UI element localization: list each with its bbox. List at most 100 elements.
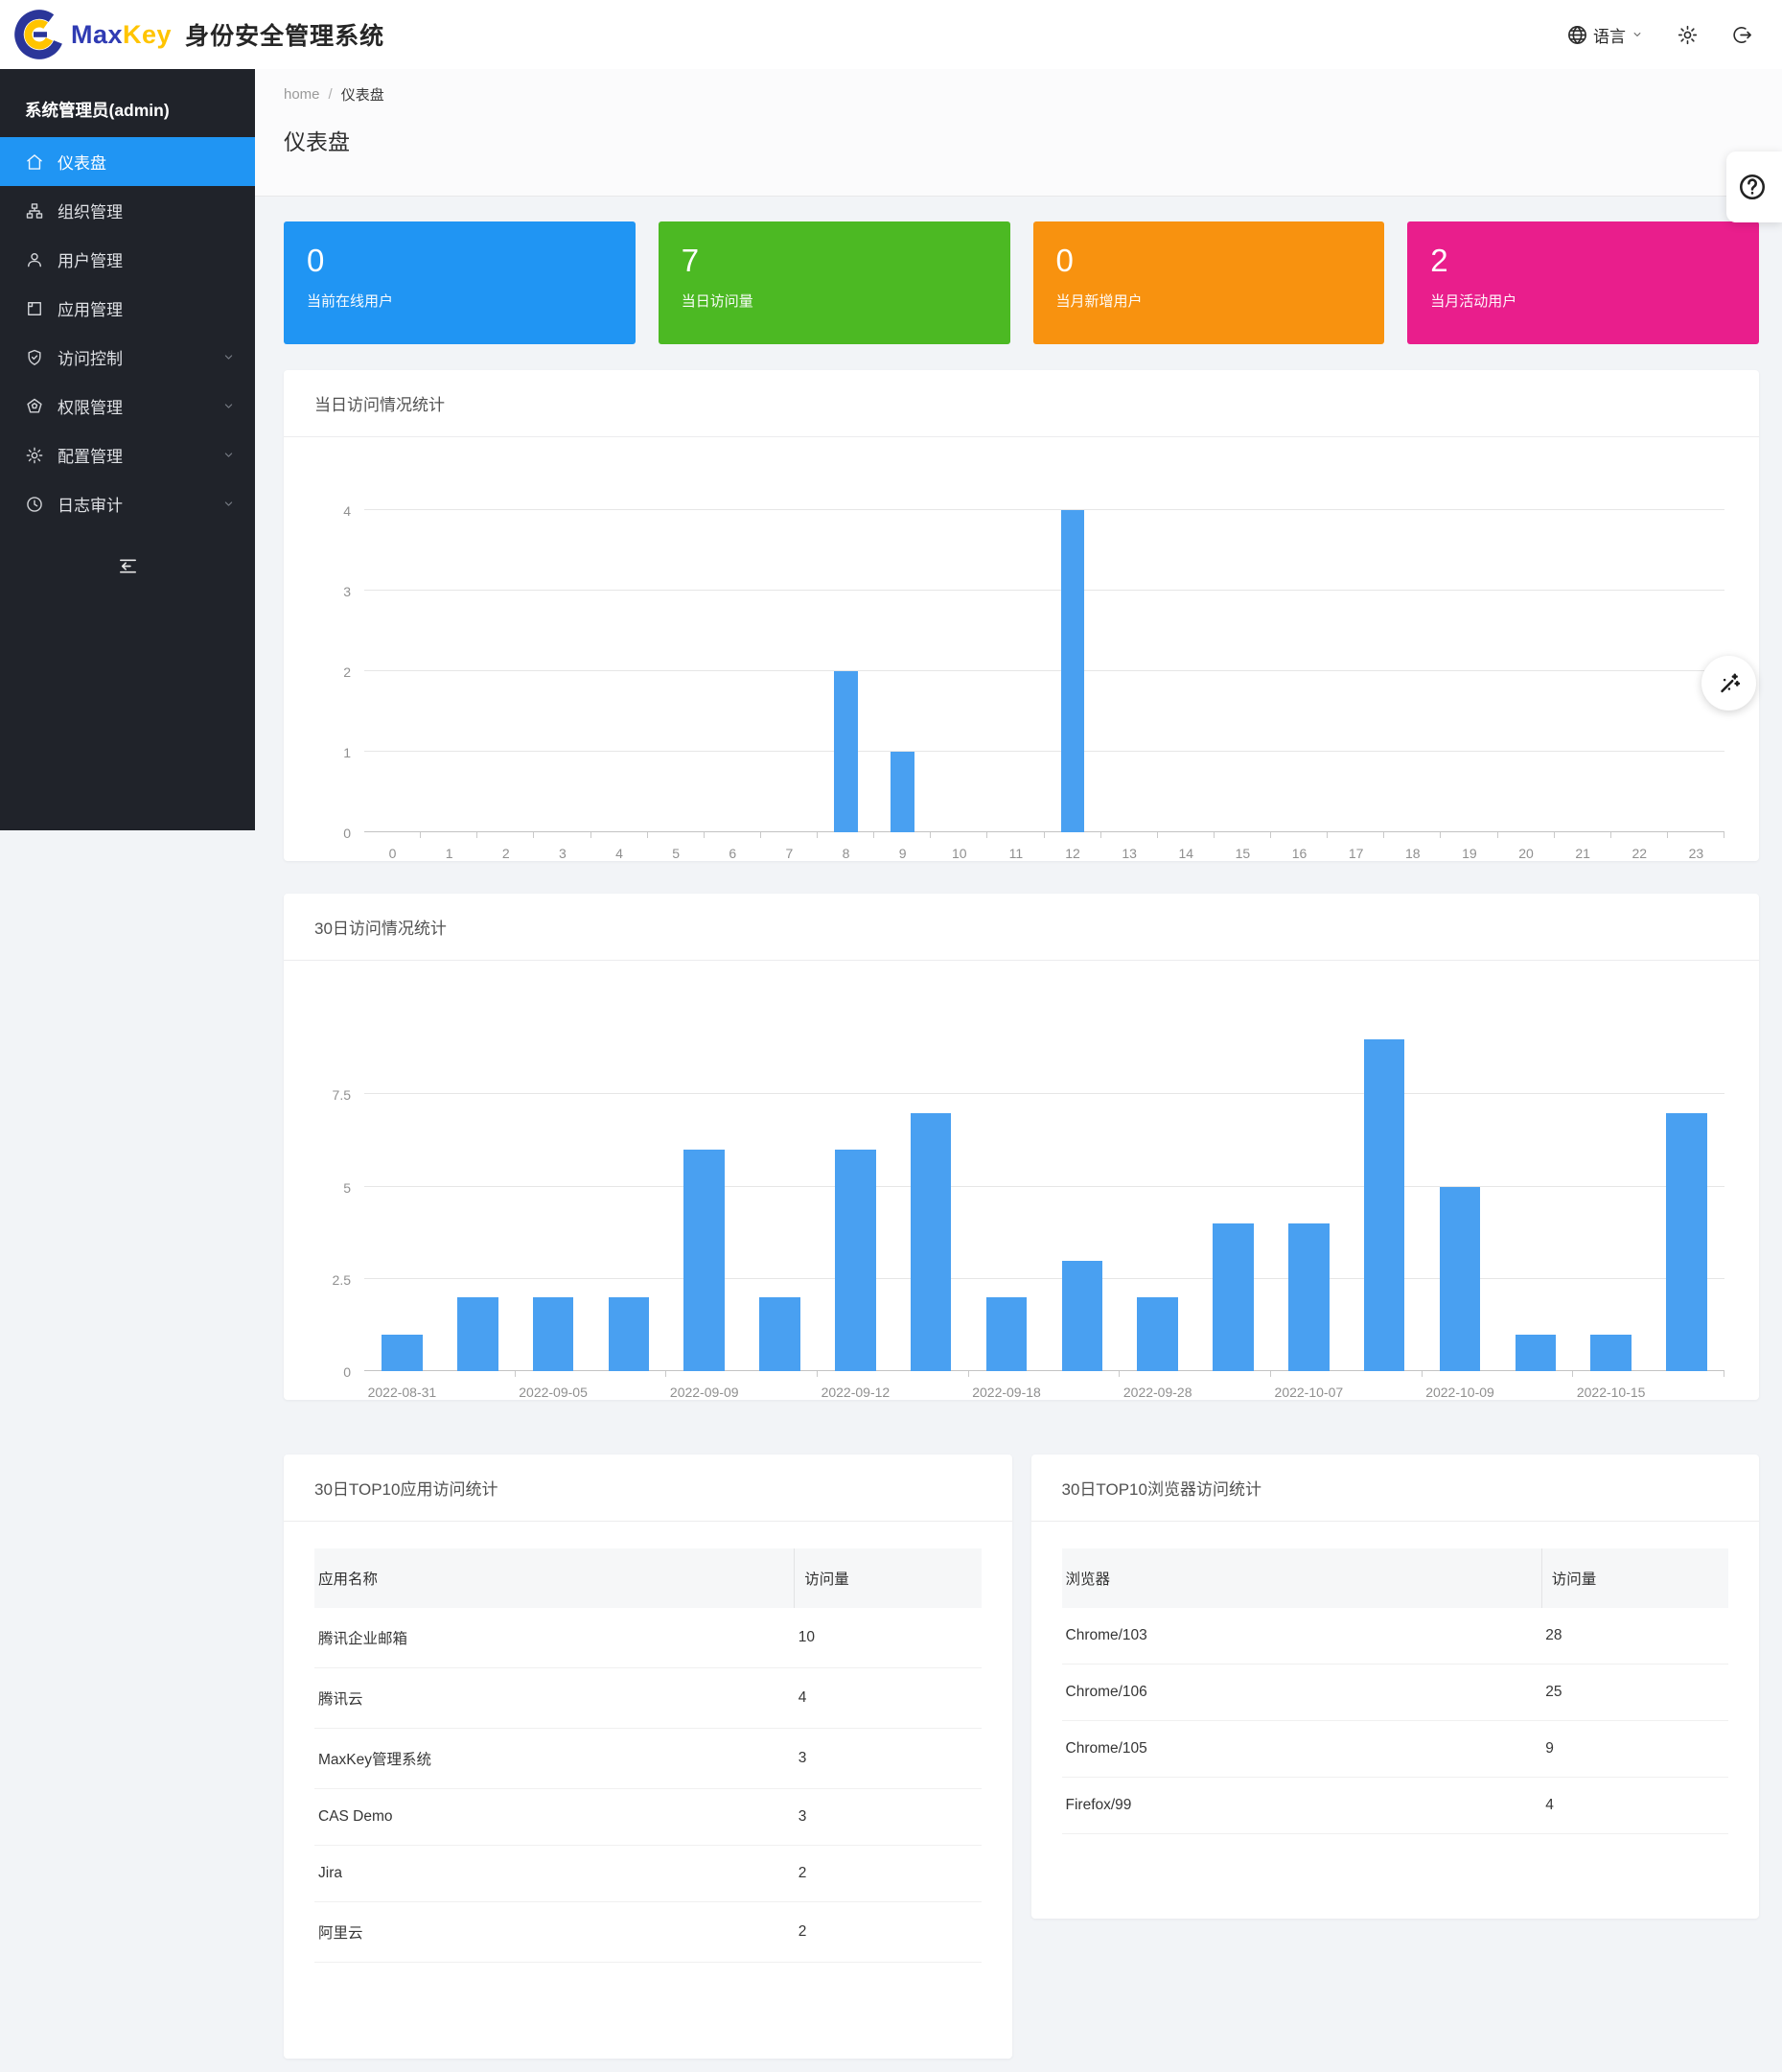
- sidebar-item-shield[interactable]: 访问控制: [0, 333, 255, 382]
- x-axis-tick: [892, 1371, 969, 1377]
- x-axis-label: 2022-10-15: [1576, 1385, 1646, 1400]
- outdent-icon: [119, 558, 136, 573]
- table-row: 阿里云 2: [314, 1901, 982, 1963]
- x-axis-tick: [1423, 1371, 1497, 1377]
- x-axis-tick: [1498, 832, 1555, 838]
- table-cell: 4: [794, 1667, 982, 1729]
- x-axis-label: 6: [729, 846, 737, 861]
- bar-slot: [364, 988, 440, 1371]
- x-axis-label: 8: [842, 846, 850, 861]
- column-header: 应用名称: [318, 1571, 379, 1588]
- x-axis-tick: [590, 1371, 667, 1377]
- sidebar-item-home[interactable]: 仪表盘: [0, 137, 255, 186]
- help-button[interactable]: [1726, 151, 1782, 222]
- x-axis-tick: [1497, 1371, 1574, 1377]
- x-axis-label: 3: [559, 846, 567, 861]
- logout-icon[interactable]: [1731, 24, 1753, 46]
- gridline: [364, 670, 1724, 672]
- bar-slot: [1101, 476, 1158, 832]
- bar: [910, 1112, 952, 1371]
- bar-slot: [1215, 476, 1271, 832]
- x-axis-label: [1649, 1385, 1724, 1400]
- app-title: 身份安全管理系统: [185, 23, 385, 50]
- bar: [456, 1297, 498, 1371]
- stat-value: 2: [1430, 243, 1448, 278]
- stat-card-3: 2 当月活动用户: [1407, 221, 1759, 344]
- table-body: 腾讯企业邮箱 10 腾讯云 4 MaxKey管理系统 3 CAS Demo 3 Jira 2 阿里云…: [314, 1608, 982, 1963]
- x-axis-tick: [1195, 1371, 1271, 1377]
- sidebar-collapse-button[interactable]: [0, 544, 255, 588]
- bar-slot: [590, 988, 666, 1371]
- bar-slot: [1045, 476, 1101, 832]
- table-cell: Chrome/105: [1061, 1720, 1542, 1778]
- table-cell: MaxKey管理系统: [314, 1728, 795, 1789]
- bar-slot: [534, 476, 590, 832]
- question-circle-icon: [1740, 175, 1765, 200]
- top-apps-table-card: 30日TOP10应用访问统计 应用名称 访问量 腾讯企业邮箱 10 腾讯云 4 MaxKey…: [284, 1455, 1012, 2059]
- bar: [1061, 1260, 1103, 1371]
- breadcrumb-home-link[interactable]: home: [284, 86, 320, 103]
- bar: [759, 1297, 800, 1371]
- table-cell: 3: [794, 1728, 982, 1789]
- bar-slot: [516, 988, 591, 1371]
- sidebar-item-user[interactable]: 用户管理: [0, 235, 255, 284]
- sidebar-item-clock[interactable]: 日志审计: [0, 479, 255, 528]
- x-axis-label: 14: [1178, 846, 1194, 861]
- daily-chart-title: 当日访问情况统计: [284, 370, 1759, 437]
- bar-slot: [987, 476, 1044, 832]
- y-axis-label: 0: [343, 826, 351, 841]
- stat-card-2: 0 当月新增用户: [1032, 221, 1385, 344]
- x-axis-label: 5: [672, 846, 681, 861]
- language-menu[interactable]: 语言: [1566, 23, 1644, 47]
- bar: [891, 752, 915, 832]
- sidebar-item-gear[interactable]: 配置管理: [0, 431, 255, 479]
- x-axis-label: 22: [1632, 846, 1648, 861]
- brand-key: Key: [123, 19, 173, 49]
- gridline: [364, 1370, 1724, 1371]
- bar-slot: [1668, 476, 1724, 832]
- user-icon: [28, 252, 41, 267]
- pentagon-icon: [27, 398, 42, 413]
- bar: [1363, 1038, 1405, 1371]
- bar-slot: [931, 476, 987, 832]
- sidebar-item-app[interactable]: 应用管理: [0, 284, 255, 333]
- top-browsers-table-title: 30日TOP10浏览器访问统计: [1030, 1455, 1759, 1522]
- x-axis-label: [1044, 1385, 1120, 1400]
- x-axis-tick: [364, 1371, 439, 1377]
- bar-slot: [1195, 988, 1271, 1371]
- theme-assist-button[interactable]: [1701, 656, 1756, 710]
- breadcrumb-current: 仪表盘: [340, 87, 384, 104]
- sidebar-item-pentagon[interactable]: 权限管理: [0, 382, 255, 431]
- bar: [835, 1150, 876, 1371]
- main-content: home / 仪表盘 仪表盘 0 当前在线用户 7 当日访问量 0 当月新增用户 2 当月活动…: [255, 69, 1782, 2072]
- bar-slot: [1158, 476, 1215, 832]
- daily-visits-chart-card: 当日访问情况统计 0 1 2 3 4 0 1 2 3 4 5 6 7 8 9 10 11 12 13 14 15 16 17…: [284, 370, 1759, 861]
- org-icon: [26, 202, 43, 219]
- gridline: [364, 509, 1724, 511]
- sidebar-item-org[interactable]: 组织管理: [0, 186, 255, 235]
- bar-slot: [742, 988, 818, 1371]
- tick-row: [364, 1371, 1724, 1377]
- x-axis-tick: [421, 832, 478, 838]
- table-body: Chrome/103 28 Chrome/106 25 Chrome/105 9 Firef…: [1061, 1608, 1728, 1834]
- bar-slot: [1271, 988, 1347, 1371]
- bar-slot: [1271, 476, 1328, 832]
- x-axis-tick: [818, 832, 875, 838]
- x-axis-label: [440, 1385, 516, 1400]
- stat-value: 0: [307, 243, 325, 278]
- stat-label: 当日访问量: [681, 293, 753, 310]
- top-browsers-table: 浏览器 访问量 Chrome/103 28 Chrome/106 25 Chrome/105…: [1061, 1548, 1728, 1834]
- x-axis-tick: [1555, 832, 1611, 838]
- x-axis-tick: [364, 832, 422, 838]
- x-axis-label: 17: [1348, 846, 1364, 861]
- settings-gear-icon[interactable]: [1677, 24, 1699, 46]
- x-axis-label: 2022-09-05: [519, 1385, 588, 1400]
- table-cell: 阿里云: [314, 1901, 795, 1963]
- x-axis-label: 2022-09-09: [669, 1385, 739, 1400]
- bar-slot: [648, 476, 705, 832]
- bar-slot: [893, 988, 969, 1371]
- x-axis-tick: [591, 832, 648, 838]
- x-axis-tick: [534, 832, 591, 838]
- stat-value: 7: [681, 243, 700, 278]
